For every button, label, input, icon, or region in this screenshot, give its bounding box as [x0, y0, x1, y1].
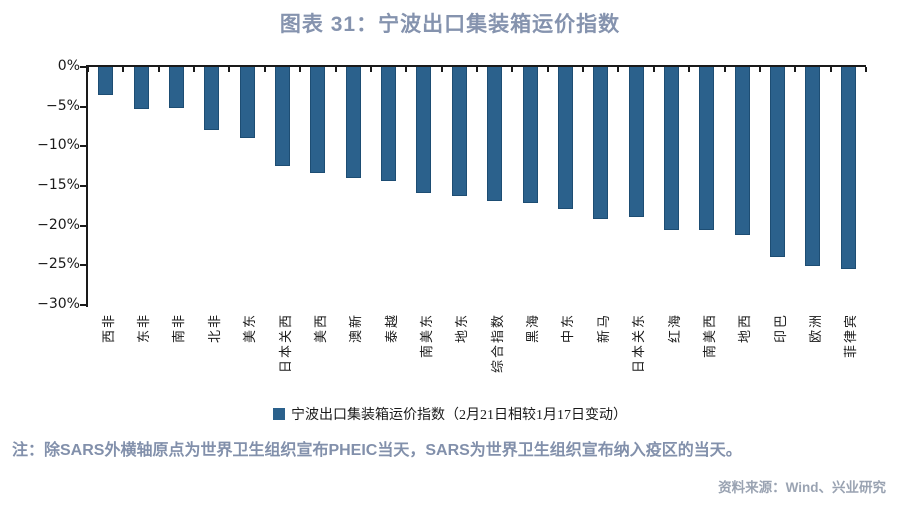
y-axis-tick [80, 304, 86, 306]
x-axis-tick [652, 67, 655, 72]
y-axis-tick-label: −15% [37, 177, 80, 193]
y-axis-tick [80, 105, 86, 108]
bar [345, 67, 361, 178]
y-axis-tick [80, 145, 86, 148]
x-axis-category-label: 红海 [666, 312, 682, 343]
bar [168, 67, 184, 108]
x-axis-category-label: 日本关东 [631, 312, 647, 373]
x-axis-category-label: 黑海 [525, 312, 541, 343]
x-axis-category-label: 欧洲 [807, 312, 823, 343]
x-axis-tick [299, 67, 302, 72]
y-axis-tick [80, 264, 86, 267]
x-axis-category-label: 西非 [100, 312, 116, 343]
y-axis-tick [80, 185, 86, 187]
x-axis-tick [758, 67, 761, 72]
x-axis-tick [688, 67, 691, 72]
bar [699, 67, 715, 230]
x-axis-tick [228, 67, 231, 72]
x-axis-category-label: 综合指数 [489, 312, 505, 373]
x-axis-tick [829, 67, 832, 72]
bar-chart: 0% −5% −10% −15% −20% −25% −30% 西非 东非 南非 北非 美东 日本关西 美… [37, 58, 867, 373]
footnote: 注：除SARS外横轴原点为世界卫生组织宣布PHEIC当天，SARS为世界卫生组织… [12, 442, 742, 459]
x-axis-tick [476, 67, 478, 72]
y-axis-tick-label: −30% [37, 296, 80, 312]
bar [840, 67, 856, 269]
bar [204, 67, 220, 130]
bar [275, 67, 290, 166]
x-axis-tick [369, 67, 372, 72]
x-axis-category-label: 泰越 [383, 312, 399, 343]
bar [487, 67, 503, 201]
bar [416, 67, 432, 193]
bar [381, 67, 397, 181]
x-axis-tick [582, 67, 585, 72]
data-source: 资料来源：Wind、兴业研究 [718, 480, 886, 495]
bar [310, 67, 326, 173]
x-axis-tick [617, 67, 620, 72]
bar [664, 67, 679, 230]
x-axis-tick [193, 67, 196, 72]
bar [557, 67, 573, 209]
y-axis-tick-label: −5% [46, 97, 80, 114]
x-axis-category-label: 南美东 [418, 312, 434, 358]
x-axis-category-label: 日本关西 [277, 312, 293, 373]
bar [734, 67, 750, 235]
x-axis-tick [440, 67, 443, 72]
bar [451, 67, 467, 196]
x-axis-category-label: 北非 [206, 312, 222, 343]
y-axis-tick-label: −10% [37, 137, 80, 154]
x-axis-tick [794, 67, 797, 72]
bar [805, 67, 821, 266]
y-axis-tick-label: −20% [37, 216, 80, 233]
x-axis-line [86, 65, 866, 67]
x-axis-tick [263, 67, 266, 72]
x-axis-tick [87, 67, 89, 72]
bar [239, 67, 255, 138]
legend-marker-icon [273, 408, 285, 420]
x-axis-category-label: 美西 [312, 312, 328, 343]
x-axis-category-label: 南非 [171, 312, 187, 343]
chart-legend: 宁波出口集装箱运价指数（2月21日相较1月17日变动） [0, 404, 900, 424]
x-axis-category-label: 澳新 [348, 312, 364, 343]
x-axis-category-label: 印巴 [772, 312, 788, 343]
x-axis-category-label: 菲律宾 [843, 312, 859, 358]
x-axis-category-label: 地东 [454, 312, 470, 343]
x-axis-tick [511, 67, 514, 72]
x-axis-tick [405, 67, 408, 72]
legend-label: 宁波出口集装箱运价指数（2月21日相较1月17日变动） [291, 408, 627, 423]
bar [522, 67, 538, 203]
y-axis-tick-label: 0% [57, 58, 80, 74]
bar [628, 67, 644, 217]
y-axis-line [86, 65, 88, 307]
x-axis-tick [157, 67, 160, 72]
x-axis-tick [334, 67, 337, 72]
y-axis-tick [80, 66, 86, 68]
x-axis-category-label: 南美西 [701, 312, 717, 358]
x-axis-tick [865, 67, 867, 72]
x-axis-category-label: 地西 [737, 312, 753, 343]
x-axis-tick [122, 67, 125, 72]
bar [770, 67, 786, 257]
figure-title: 图表 31：宁波出口集装箱运价指数 [279, 13, 621, 36]
x-axis-category-label: 美东 [242, 312, 258, 343]
bar [98, 67, 114, 95]
bar [133, 67, 149, 109]
bar [593, 67, 609, 219]
x-axis-category-label: 东非 [136, 312, 152, 343]
y-axis-tick-label: −25% [37, 256, 80, 273]
y-axis-tick [80, 224, 86, 227]
x-axis-category-label: 新马 [595, 312, 611, 343]
x-axis-category-label: 中东 [560, 312, 576, 343]
x-axis-tick [723, 67, 726, 72]
x-axis-tick [546, 67, 549, 72]
